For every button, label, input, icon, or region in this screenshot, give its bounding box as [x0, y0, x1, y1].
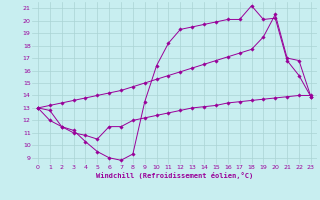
X-axis label: Windchill (Refroidissement éolien,°C): Windchill (Refroidissement éolien,°C)	[96, 172, 253, 179]
